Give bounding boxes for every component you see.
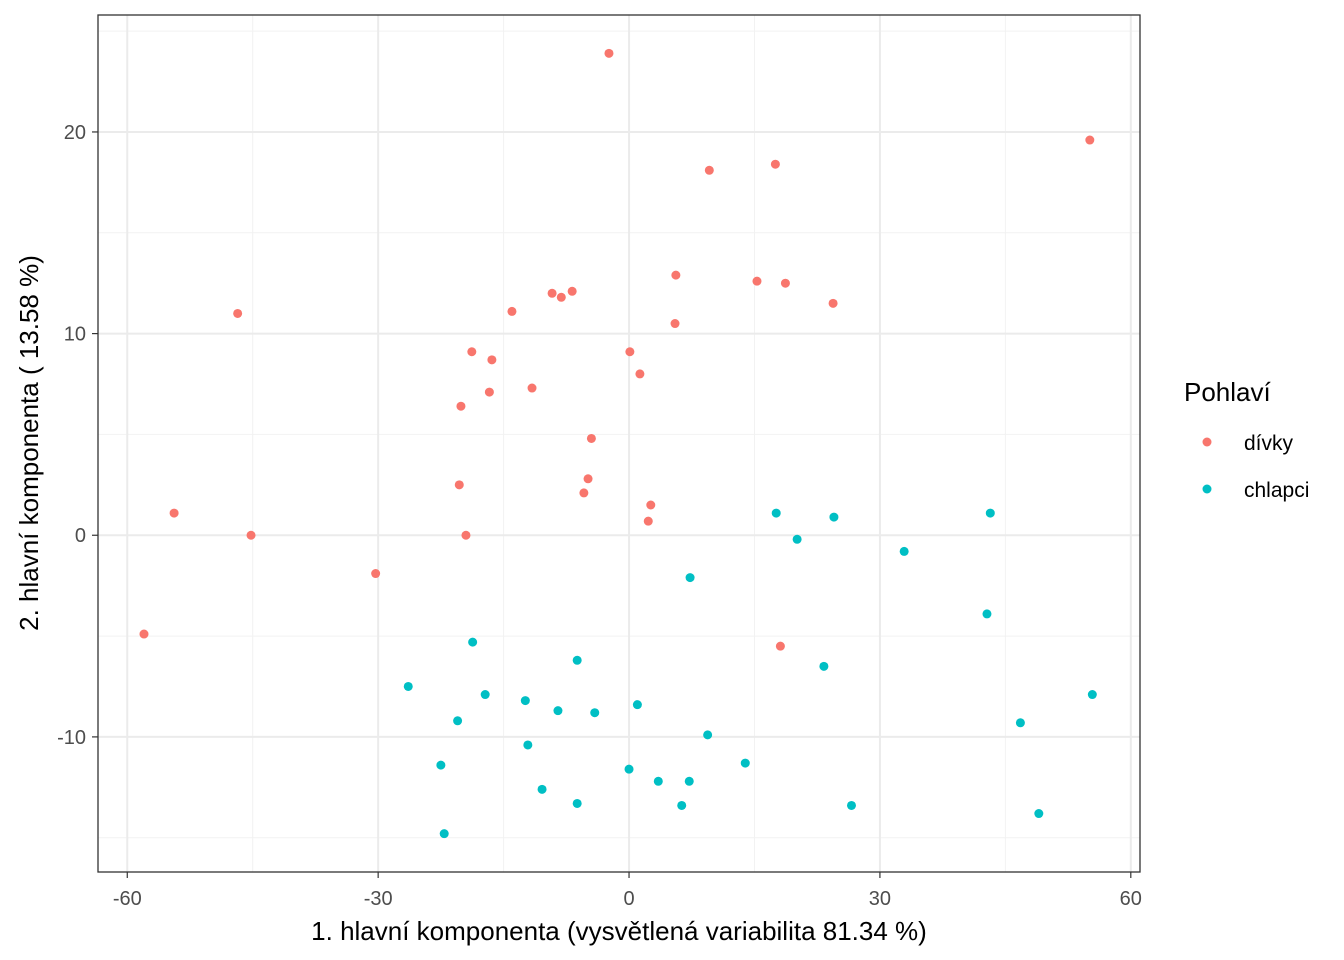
- data-point-divky: [246, 530, 256, 540]
- points: [139, 48, 1097, 839]
- data-point-chlapci: [480, 690, 490, 700]
- data-point-divky: [586, 433, 596, 443]
- y-axis-label: 2. hlavní komponenta ( 13.58 %): [14, 255, 44, 631]
- x-axis-label: 1. hlavní komponenta (vysvětlená variabi…: [311, 916, 927, 946]
- data-point-chlapci: [553, 706, 563, 716]
- data-point-chlapci: [523, 740, 533, 750]
- data-point-chlapci: [740, 758, 750, 768]
- data-point-divky: [456, 401, 466, 411]
- data-point-chlapci: [829, 512, 839, 522]
- x-tick-label: 0: [623, 888, 634, 910]
- data-point-divky: [454, 480, 464, 490]
- data-point-chlapci: [436, 760, 446, 770]
- data-point-chlapci: [1087, 690, 1097, 700]
- data-point-chlapci: [684, 776, 694, 786]
- ticks: -60 -30 0 30 60 -10 0 10 20: [57, 122, 1142, 910]
- data-point-divky: [579, 488, 589, 498]
- data-point-divky: [527, 383, 537, 393]
- data-point-divky: [371, 569, 381, 579]
- data-point-chlapci: [1015, 718, 1025, 728]
- data-point-chlapci: [439, 829, 449, 839]
- data-point-chlapci: [771, 508, 781, 518]
- data-point-chlapci: [985, 508, 995, 518]
- data-point-divky: [625, 347, 635, 357]
- data-point-chlapci: [520, 696, 530, 706]
- data-point-chlapci: [982, 609, 992, 619]
- legend: Pohlaví dívky chlapci: [1184, 377, 1309, 502]
- data-point-divky: [671, 270, 681, 280]
- data-point-divky: [567, 286, 577, 296]
- x-tick-label: 60: [1120, 888, 1142, 910]
- panel-border: [97, 14, 1141, 873]
- data-point-divky: [670, 319, 680, 329]
- data-point-divky: [635, 369, 645, 379]
- data-point-divky: [643, 516, 653, 526]
- x-tick-label: -30: [364, 888, 393, 910]
- data-point-chlapci: [846, 800, 856, 810]
- data-point-chlapci: [819, 661, 829, 671]
- data-point-chlapci: [453, 716, 463, 726]
- legend-label-chlapci: chlapci: [1244, 479, 1309, 502]
- y-tick-label: 0: [75, 525, 86, 547]
- data-point-divky: [547, 288, 557, 298]
- data-point-divky: [704, 165, 714, 175]
- data-point-chlapci: [703, 730, 713, 740]
- data-point-chlapci: [468, 637, 478, 647]
- data-point-chlapci: [632, 700, 642, 710]
- legend-title: Pohlaví: [1184, 377, 1271, 407]
- data-point-chlapci: [572, 655, 582, 665]
- data-point-divky: [1085, 135, 1095, 145]
- data-point-divky: [461, 530, 471, 540]
- data-point-divky: [770, 159, 780, 169]
- data-point-divky: [467, 347, 477, 357]
- data-point-divky: [556, 292, 566, 302]
- legend-label-divky: dívky: [1244, 432, 1294, 455]
- x-tick-label: 30: [869, 888, 891, 910]
- data-point-divky: [646, 500, 656, 510]
- data-point-chlapci: [653, 776, 663, 786]
- data-point-chlapci: [685, 573, 695, 583]
- y-tick-label: -10: [57, 727, 86, 749]
- data-point-divky: [752, 276, 762, 286]
- data-point-divky: [484, 387, 494, 397]
- data-point-divky: [169, 508, 179, 518]
- data-point-divky: [828, 298, 838, 308]
- data-point-divky: [507, 306, 517, 316]
- data-point-divky: [604, 48, 614, 58]
- data-point-chlapci: [1034, 809, 1044, 819]
- data-point-divky: [775, 641, 785, 651]
- data-point-chlapci: [590, 708, 600, 718]
- data-point-divky: [233, 308, 243, 318]
- y-tick-label: 10: [64, 324, 86, 346]
- y-tick-label: 20: [64, 122, 86, 144]
- data-point-chlapci: [403, 681, 413, 691]
- legend-key-chlapci: [1202, 484, 1212, 494]
- x-tick-label: -60: [113, 888, 142, 910]
- data-point-divky: [139, 629, 149, 639]
- data-point-divky: [583, 474, 593, 484]
- data-point-divky: [487, 355, 497, 365]
- grid: [98, 15, 1140, 872]
- data-point-chlapci: [624, 764, 634, 774]
- legend-key-divky: [1202, 437, 1212, 447]
- data-point-chlapci: [572, 798, 582, 808]
- data-point-chlapci: [677, 800, 687, 810]
- data-point-chlapci: [537, 784, 547, 794]
- data-point-divky: [780, 278, 790, 288]
- data-point-chlapci: [792, 534, 802, 544]
- data-point-chlapci: [899, 546, 909, 556]
